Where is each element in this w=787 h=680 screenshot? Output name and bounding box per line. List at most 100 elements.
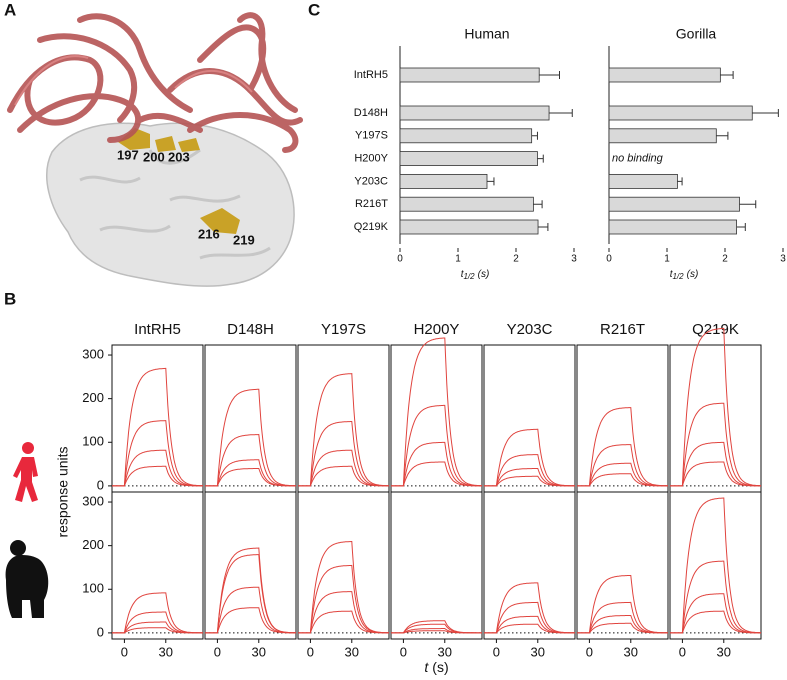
panel-title: D148H: [227, 321, 274, 338]
panel-frame: [204, 491, 297, 640]
panel-frame: [576, 491, 669, 640]
x-tick-label: 0: [606, 254, 612, 265]
sensorgram-curve: [112, 592, 203, 634]
error-bar: [549, 109, 573, 117]
panel-label: A: [4, 0, 16, 19]
y-tick-label: 100: [82, 434, 104, 449]
y-tick-label: 100: [82, 581, 104, 596]
panel-frame: [297, 491, 390, 640]
error-bar: [739, 200, 757, 209]
residue-label: 200: [143, 149, 165, 164]
sensorgram-curve: [391, 630, 482, 634]
y-tick-label: 300: [82, 493, 104, 508]
x-axis-label: t (s): [424, 659, 448, 675]
sensorgram-curve: [484, 428, 575, 487]
panel-frame: [483, 491, 576, 640]
bar: [608, 219, 737, 235]
sensorgram-curve: [577, 444, 668, 487]
sensorgram-curve: [298, 421, 389, 487]
x-label-symbol: t: [670, 269, 674, 280]
panel-title: IntRH5: [134, 321, 181, 338]
sensorgram-curve: [205, 586, 296, 634]
residue-label: 197: [117, 147, 139, 162]
facet-title: Human: [464, 26, 509, 42]
protein-structure: [7, 12, 303, 287]
x-tick-label: 30: [345, 644, 359, 659]
error-bar: [736, 223, 746, 231]
x-tick-label: 3: [780, 254, 786, 265]
panel-frame: [483, 344, 576, 493]
sensorgram-curve: [298, 564, 389, 634]
residue-label: 203: [168, 149, 190, 164]
bar: [608, 173, 678, 189]
panel-frame: [111, 491, 204, 640]
sensorgram-curve: [391, 461, 482, 487]
x-tick-label: 0: [214, 644, 221, 659]
x-tick-label: 3: [571, 254, 577, 265]
y-tick-label: 300: [82, 346, 104, 361]
sensorgram-curve: [670, 560, 761, 634]
panel-title: Y197S: [321, 321, 366, 338]
panel-title: Y203C: [507, 321, 553, 338]
bar: [608, 196, 740, 212]
x-tick-label: 30: [252, 644, 266, 659]
y-tick-label: 0: [97, 477, 104, 492]
sensorgram-curve: [298, 373, 390, 487]
residue-label: 216: [198, 226, 220, 241]
x-axis-label: t1/2 (s): [670, 269, 699, 281]
panel-title: R216T: [600, 321, 645, 338]
y-axis-label: response units: [55, 446, 71, 537]
sensorgram-curve: [577, 473, 668, 487]
x-label-symbol: t: [424, 659, 429, 675]
sensorgram-curve: [205, 388, 296, 487]
bar: [399, 128, 533, 144]
sensorgram-curve: [577, 407, 668, 487]
sensorgram-curve: [112, 420, 203, 487]
facet-title: Gorilla: [676, 26, 717, 42]
sensorgram-curve: [577, 622, 668, 634]
error-bar: [537, 154, 544, 163]
sensorgram-curve: [298, 465, 389, 487]
annotation: no binding: [612, 153, 664, 165]
x-label-unit: (s): [478, 269, 490, 280]
bar: [399, 173, 488, 189]
sensorgram-curve: [112, 465, 203, 487]
sensorgram-curve: [670, 402, 761, 487]
x-label-unit: (s): [432, 659, 448, 675]
sensorgram-curve: [205, 468, 296, 487]
sensorgram-curve: [205, 607, 296, 634]
x-tick-label: 0: [586, 644, 593, 659]
sensorgram-curve: [670, 610, 761, 634]
sensorgram-curve: [670, 461, 761, 487]
error-bar: [716, 131, 729, 140]
x-tick-label: 2: [722, 254, 728, 265]
bar: [399, 67, 540, 83]
x-tick-label: 0: [679, 644, 686, 659]
bar: [399, 151, 538, 167]
error-bar: [531, 131, 538, 140]
x-label-symbol: t: [461, 269, 465, 280]
category-label: D148H: [354, 107, 388, 119]
error-bar: [677, 177, 683, 186]
x-tick-label: 30: [159, 644, 173, 659]
category-label: Q219K: [354, 221, 389, 233]
x-tick-label: 30: [717, 644, 731, 659]
sensorgram-curve: [577, 601, 668, 634]
sensorgram-curve: [484, 582, 575, 634]
sensorgram-curve: [391, 404, 482, 487]
error-bar: [487, 177, 495, 186]
x-tick-label: 0: [307, 644, 314, 659]
error-bar: [720, 71, 734, 79]
sensorgram-curve: [205, 554, 296, 634]
x-label-unit: (s): [687, 269, 699, 280]
x-tick-label: 0: [121, 644, 128, 659]
bar: [608, 105, 753, 121]
x-tick-label: 2: [513, 254, 519, 265]
bar: [399, 105, 550, 121]
panel-title: H200Y: [414, 321, 460, 338]
sensorgram-curve: [484, 475, 575, 487]
gorilla-icon: [5, 540, 49, 618]
error-bar: [538, 223, 549, 231]
human-icon: [13, 442, 38, 502]
category-label: IntRH5: [354, 69, 388, 81]
